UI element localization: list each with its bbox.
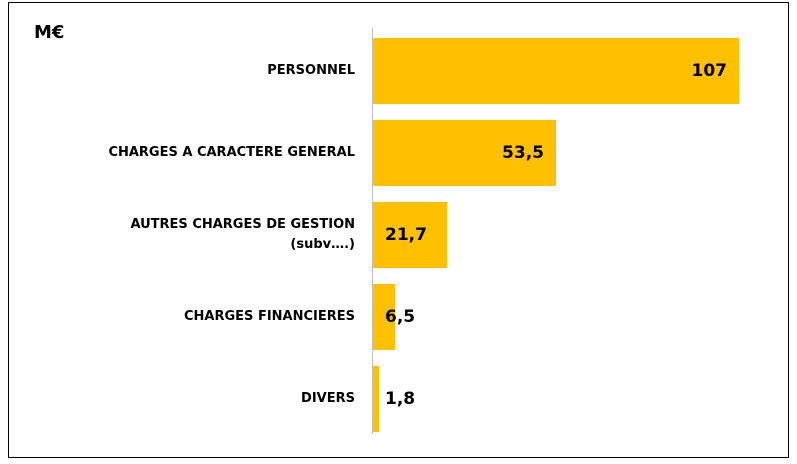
category-axis bbox=[372, 28, 373, 434]
value-label: 6,5 bbox=[385, 307, 416, 327]
value-label: 107 bbox=[691, 61, 728, 81]
value-label: 21,7 bbox=[385, 225, 427, 245]
chart-title: M€ bbox=[34, 22, 65, 43]
chart-frame bbox=[8, 2, 789, 458]
category-label: CHARGES A CARACTERE GENERAL bbox=[108, 145, 355, 160]
value-label: 53,5 bbox=[502, 143, 544, 163]
category-label: DIVERS bbox=[301, 391, 355, 406]
category-label: CHARGES FINANCIERES bbox=[184, 309, 355, 324]
bar bbox=[373, 202, 448, 268]
bar bbox=[373, 284, 396, 350]
value-label: 1,8 bbox=[385, 389, 416, 409]
category-label: PERSONNEL bbox=[267, 63, 355, 78]
bar bbox=[373, 120, 556, 186]
bar bbox=[373, 38, 739, 104]
bar bbox=[373, 366, 380, 432]
category-label: AUTRES CHARGES DE GESTION (subv….) bbox=[130, 217, 355, 252]
